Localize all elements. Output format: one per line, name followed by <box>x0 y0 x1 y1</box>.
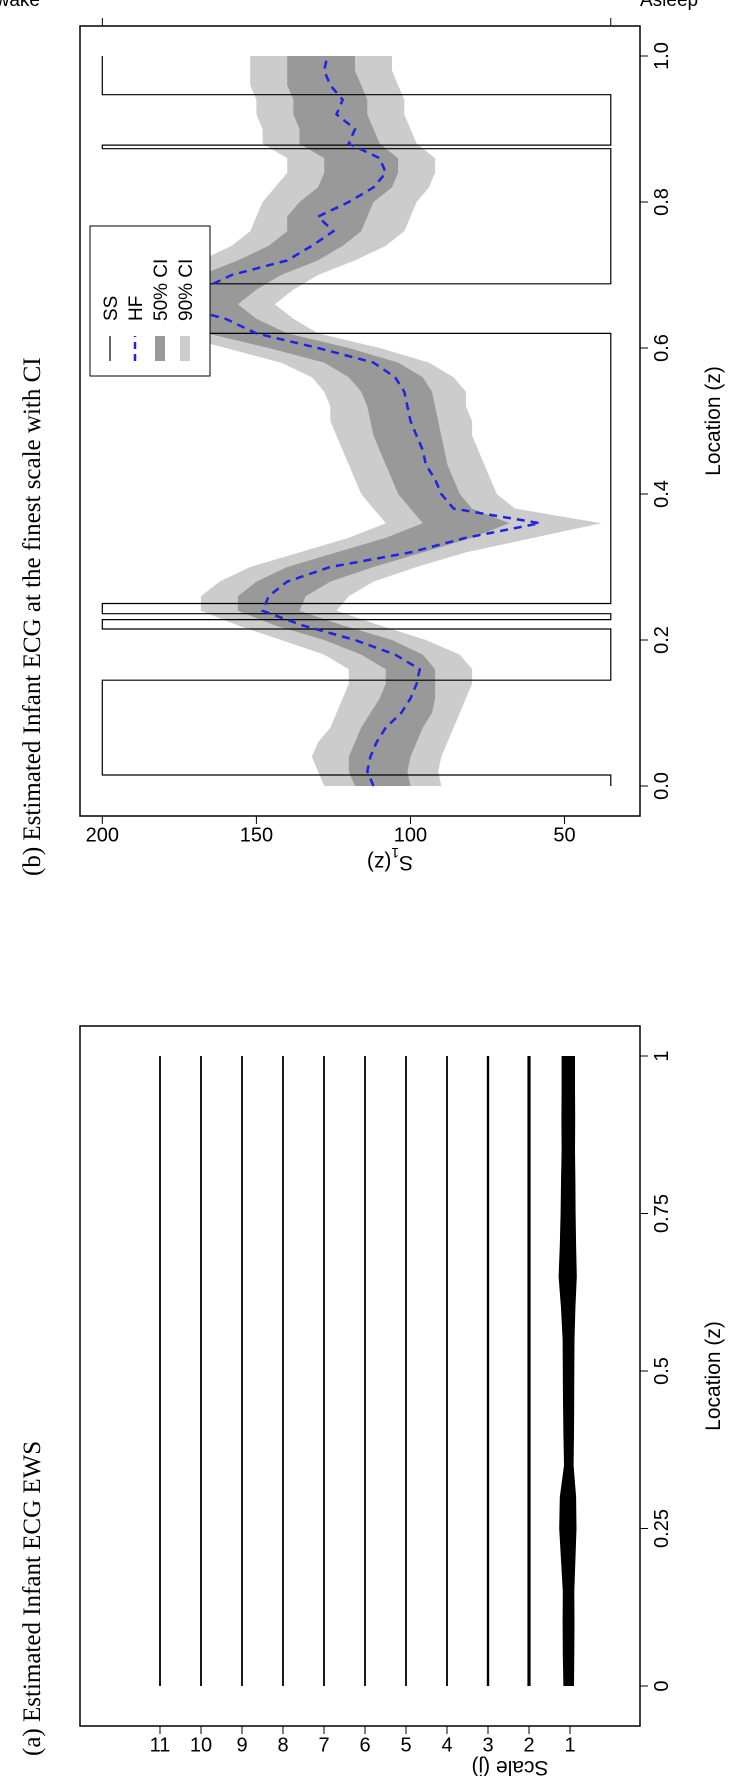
xtick-label-3: 0.75 <box>651 1194 673 1233</box>
ytick-label-4: 4 <box>441 1734 452 1756</box>
scale-1-power-band <box>558 1056 577 1686</box>
xtick-label-2: 0.5 <box>651 1357 673 1385</box>
xtick-label-4: 1 <box>651 1050 673 1061</box>
b-xtick-label-3: 0.6 <box>651 334 673 362</box>
panel-b-frame <box>79 25 641 817</box>
asleep-label: Asleep <box>640 0 698 11</box>
ytick-label-2: 2 <box>523 1734 534 1756</box>
panel-b-axes: 0.0 0.2 0.4 0.6 0.8 1.0 50 100 150 200 <box>86 18 673 846</box>
panel-a-ylabel: Scale (j) <box>471 1756 548 1776</box>
awake-label: Awake <box>0 0 40 11</box>
hf-path <box>166 55 541 787</box>
panel-b-caption: (b) Estimated Infant ECG at the finest s… <box>19 357 46 876</box>
b-xtick-label-4: 0.8 <box>651 188 673 216</box>
ytick-label-9: 9 <box>236 1734 247 1756</box>
legend-ci50-label: 50% CI <box>151 259 172 321</box>
legend: SS HF 50% CI 90% CI <box>89 225 211 377</box>
legend-ss-label: SS <box>101 296 122 321</box>
ss-path <box>101 56 612 786</box>
panel-b-ylabel: S1(z) <box>367 845 413 874</box>
hf-line <box>166 55 541 787</box>
ytick-label-6: 6 <box>359 1734 370 1756</box>
xtick-label-0: 0 <box>651 1680 673 1691</box>
ytick-label-5: 5 <box>400 1734 411 1756</box>
panel-a-axes: 1 2 3 4 5 6 7 8 9 10 11 0 0.25 0.5 0.75 1 <box>150 1050 673 1756</box>
b-xtick-label-5: 1.0 <box>651 42 673 70</box>
ss-line <box>101 56 612 786</box>
panel-a-scale-lines <box>159 1056 577 1686</box>
b-ytick-label-3: 200 <box>86 824 119 846</box>
ytick-label-10: 10 <box>190 1734 212 1756</box>
b-xtick-label-1: 0.2 <box>651 626 673 654</box>
xtick-label-1: 0.25 <box>651 1509 673 1548</box>
ytick-label-7: 7 <box>318 1734 329 1756</box>
panel-a-frame <box>79 1025 641 1727</box>
legend-hf-label: HF <box>126 296 147 321</box>
legend-ci90-label: 90% CI <box>176 259 197 321</box>
ytick-label-3: 3 <box>482 1734 493 1756</box>
panel-b-xlabel: Location (z) <box>702 366 725 476</box>
b-ytick-label-1: 100 <box>394 824 427 846</box>
ytick-label-11: 11 <box>150 1734 171 1756</box>
b-xtick-label-0: 0.0 <box>651 772 673 800</box>
panel-a-xlabel: Location (z) <box>702 1321 725 1431</box>
b-xtick-label-2: 0.4 <box>651 480 673 508</box>
b-ytick-label-2: 150 <box>240 824 273 846</box>
ytick-label-1: 1 <box>564 1734 575 1756</box>
b-ytick-label-0: 50 <box>553 824 575 846</box>
panel-a-caption: (a) Estimated Infant ECG EWS <box>19 1441 46 1756</box>
panel-a: (a) Estimated Infant ECG EWS 12345678910… <box>19 1025 725 1776</box>
ytick-label-8: 8 <box>277 1734 288 1756</box>
panel-b: (b) Estimated Infant ECG at the finest s… <box>0 0 725 876</box>
